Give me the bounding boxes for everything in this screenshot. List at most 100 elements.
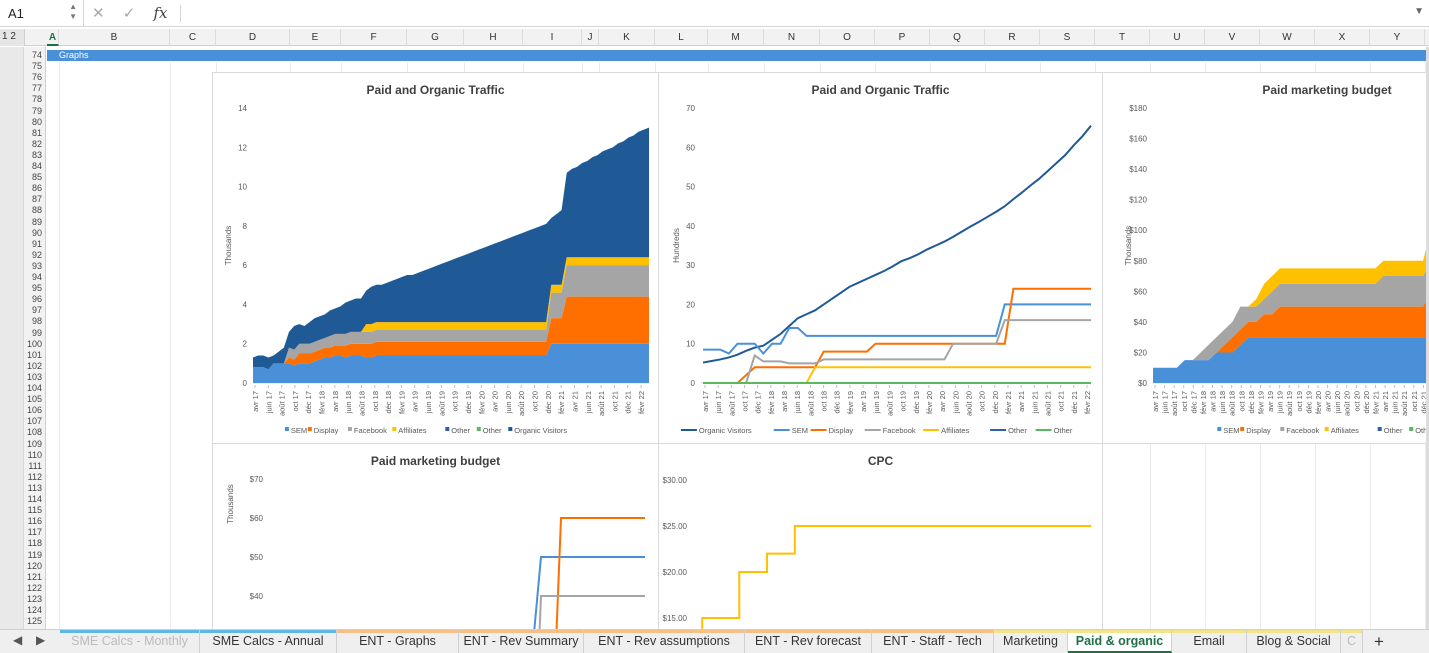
row-header[interactable]: 96 — [31, 294, 42, 305]
sheet-tab[interactable]: SME Calcs - Annual — [200, 630, 337, 653]
column-header-e[interactable]: E — [290, 29, 341, 46]
expand-formula-icon[interactable]: ▼ — [1414, 6, 1424, 17]
sheet-tab[interactable]: Blog & Social — [1247, 630, 1341, 653]
column-header-i[interactable]: I — [523, 29, 582, 46]
sheet-tab[interactable]: ENT - Staff - Tech — [872, 630, 994, 653]
outline-level-buttons[interactable]: 1 2 — [0, 29, 25, 46]
column-header-c[interactable]: C — [170, 29, 216, 46]
row-header[interactable]: 89 — [31, 216, 42, 227]
row-header[interactable]: 111 — [28, 460, 42, 471]
chart-paid-organic-traffic-area[interactable]: Paid and Organic Traffic 0 2 4 6 8 10 12 14 Thou… — [212, 72, 659, 444]
row-header[interactable]: 88 — [31, 205, 42, 216]
cancel-icon[interactable]: ✕ — [92, 5, 105, 22]
sheet-tab[interactable]: Paid & organic — [1068, 630, 1172, 653]
sheet-tab[interactable]: ENT - Rev assumptions — [584, 630, 745, 653]
sheet-tab[interactable]: Marketing — [994, 630, 1068, 653]
row-header[interactable]: 105 — [26, 394, 42, 405]
row-header[interactable]: 76 — [31, 72, 42, 83]
sheet-tab[interactable]: ENT - Graphs — [337, 630, 459, 653]
row-header[interactable]: 119 — [27, 549, 42, 560]
row-header[interactable]: 122 — [26, 582, 42, 593]
column-header-b[interactable]: B — [59, 29, 170, 46]
column-header-f[interactable]: F — [341, 29, 407, 46]
row-header[interactable]: 86 — [31, 183, 42, 194]
column-header-p[interactable]: P — [875, 29, 930, 46]
column-header-g[interactable]: G — [407, 29, 464, 46]
row-header[interactable]: 74 — [31, 50, 42, 60]
sheet-tab[interactable]: ENT - Rev forecast — [745, 630, 872, 653]
row-header[interactable]: 101 — [26, 349, 42, 360]
row-header[interactable]: 121 — [26, 571, 42, 582]
row-header[interactable]: 98 — [31, 316, 42, 327]
row-header[interactable]: 118 — [27, 538, 42, 549]
row-header[interactable]: 87 — [31, 194, 42, 205]
sheet-tab[interactable]: C — [1341, 630, 1363, 653]
row-header[interactable]: 117 — [27, 527, 42, 538]
row-header[interactable]: 109 — [26, 438, 42, 449]
enter-icon[interactable]: ✓ — [122, 5, 136, 22]
row-header[interactable]: 93 — [31, 260, 42, 271]
row-header[interactable]: 85 — [31, 172, 42, 183]
sheet-tab[interactable]: Email — [1172, 630, 1247, 653]
column-header-u[interactable]: U — [1150, 29, 1205, 46]
row-header[interactable]: 120 — [26, 560, 42, 571]
row-header[interactable]: 124 — [26, 605, 42, 615]
graphs-section-banner[interactable]: Graphs — [47, 50, 1429, 61]
row-header[interactable]: 75 — [31, 61, 42, 72]
row-header[interactable]: 113 — [27, 482, 42, 493]
row-header[interactable]: 91 — [31, 238, 42, 249]
chart-paid-organic-traffic-line[interactable]: Paid and Organic Traffic 0 10 20 30 40 50 60 70… — [658, 72, 1103, 444]
chart-paid-marketing-budget-area[interactable]: Paid marketing budget $0 $20 $40 $60 $80 $100… — [1102, 72, 1429, 444]
column-header-y[interactable]: Y — [1370, 29, 1425, 46]
row-header[interactable]: 92 — [31, 249, 42, 260]
row-header[interactable]: 107 — [26, 416, 42, 427]
row-header[interactable]: 94 — [31, 272, 42, 282]
column-header-h[interactable]: H — [464, 29, 523, 46]
row-header[interactable]: 112 — [27, 471, 42, 482]
chart-cpc[interactable]: CPC $15.00 $20.00 $25.00 $30.00 — [658, 443, 1103, 643]
row-header[interactable]: 104 — [26, 383, 42, 393]
formula-input[interactable] — [188, 0, 1388, 27]
row-header[interactable]: 123 — [26, 593, 42, 604]
column-header-o[interactable]: O — [820, 29, 875, 46]
row-header[interactable]: 90 — [31, 227, 42, 238]
column-header-j[interactable]: J — [582, 29, 599, 46]
column-header-d[interactable]: D — [216, 29, 290, 46]
row-header[interactable]: 115 — [27, 505, 42, 516]
column-header-s[interactable]: S — [1040, 29, 1095, 46]
row-header[interactable]: 102 — [26, 360, 42, 371]
add-sheet-button[interactable]: + — [1374, 632, 1384, 651]
row-header[interactable]: 82 — [31, 138, 42, 149]
row-header[interactable]: 84 — [31, 161, 42, 171]
row-header[interactable]: 77 — [31, 83, 42, 94]
row-header[interactable]: 108 — [26, 427, 42, 438]
sheet-tab[interactable]: SME Calcs - Monthly — [60, 630, 200, 653]
column-header-l[interactable]: L — [655, 29, 708, 46]
column-header-x[interactable]: X — [1315, 29, 1370, 46]
column-header-w[interactable]: W — [1260, 29, 1315, 46]
row-header[interactable]: 83 — [31, 149, 42, 160]
column-header-a[interactable]: A — [47, 29, 59, 46]
row-header[interactable]: 95 — [31, 283, 42, 294]
column-header-r[interactable]: R — [985, 29, 1040, 46]
row-header[interactable]: 81 — [31, 127, 42, 138]
sheet-tab[interactable]: ENT - Rev Summary — [459, 630, 584, 653]
row-header[interactable]: 103 — [26, 371, 42, 382]
chart-paid-marketing-budget-line[interactable]: Paid marketing budget $40 $50 $60 $70 Thousa… — [212, 443, 659, 643]
vertical-scrollbar[interactable] — [1426, 47, 1429, 630]
next-sheet-icon[interactable]: ▶ — [36, 633, 46, 647]
row-header[interactable]: 125 — [26, 616, 42, 627]
row-header[interactable]: 79 — [31, 105, 42, 116]
column-header-t[interactable]: T — [1095, 29, 1150, 46]
row-header[interactable]: 110 — [27, 449, 42, 460]
insert-function-icon[interactable]: fx — [153, 4, 168, 22]
row-header[interactable]: 116 — [27, 516, 42, 527]
name-box-spinner-icon[interactable]: ▲ ▼ — [69, 2, 77, 21]
row-header[interactable]: 114 — [27, 494, 42, 504]
column-header-n[interactable]: N — [764, 29, 820, 46]
column-header-m[interactable]: M — [708, 29, 764, 46]
row-header[interactable]: 106 — [26, 405, 42, 416]
prev-sheet-icon[interactable]: ◀ — [13, 633, 23, 647]
row-header[interactable]: 97 — [31, 305, 42, 316]
row-header[interactable]: 100 — [26, 338, 42, 349]
